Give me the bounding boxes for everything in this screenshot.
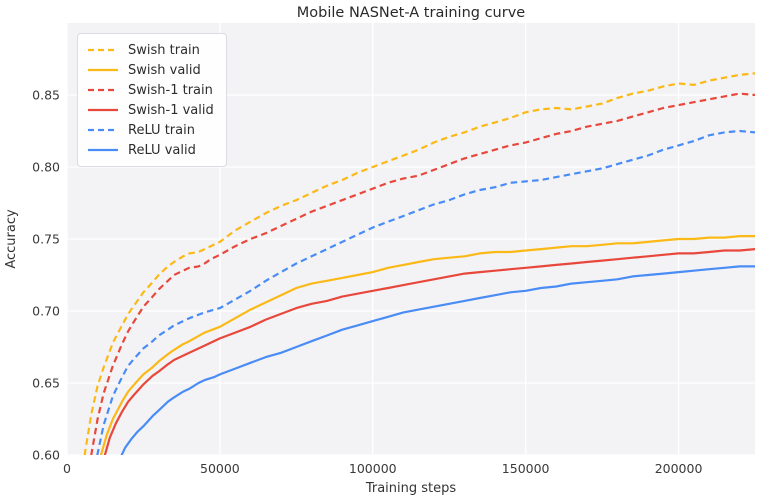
legend-label: Swish train <box>128 42 200 58</box>
series-lines <box>83 72 755 455</box>
y-tick-label: 0.85 <box>32 88 60 103</box>
series-line-swish-1-valid <box>103 248 755 455</box>
y-tick-label: 0.70 <box>32 304 60 319</box>
legend-line-swatch <box>88 88 118 92</box>
y-tick-labels: 0.60 0.65 0.70 0.75 0.80 0.85 <box>32 88 60 463</box>
series-line-swish-train <box>83 72 755 455</box>
legend-line-swatch <box>88 148 118 152</box>
x-tick-label: 200000 <box>655 461 703 476</box>
legend-item-swish-valid: Swish valid <box>78 60 226 80</box>
x-tick-labels: 0 50000 100000 150000 200000 <box>63 461 702 476</box>
series-line-relu-valid <box>120 265 755 455</box>
legend-line-swatch <box>88 68 118 72</box>
legend-line-swatch <box>88 108 118 112</box>
chart-title: Mobile NASNet-A training curve <box>297 5 526 21</box>
legend-item-relu-train: ReLU train <box>78 120 226 140</box>
series-line-swish-1-train <box>90 92 755 455</box>
x-tick-label: 150000 <box>502 461 550 476</box>
y-tick-label: 0.60 <box>32 448 60 463</box>
legend-label: ReLU train <box>128 122 195 138</box>
x-tick-label: 100000 <box>349 461 397 476</box>
y-tick-label: 0.75 <box>32 232 60 247</box>
x-tick-label: 50000 <box>200 461 240 476</box>
y-tick-label: 0.65 <box>32 376 60 391</box>
legend-label: ReLU valid <box>128 142 196 158</box>
y-axis-label: Accuracy <box>4 209 19 269</box>
y-tick-label: 0.80 <box>32 160 60 175</box>
legend-item-relu-valid: ReLU valid <box>78 140 226 160</box>
x-tick-label: 0 <box>63 461 71 476</box>
legend-item-swish-1-train: Swish-1 train <box>78 80 226 100</box>
legend-label: Swish-1 valid <box>128 102 214 118</box>
legend-line-swatch <box>88 48 118 52</box>
legend-line-swatch <box>88 128 118 132</box>
legend-item-swish-train: Swish train <box>78 40 226 60</box>
legend: Swish train Swish valid Swish-1 train Swish… <box>77 33 227 167</box>
legend-label: Swish valid <box>128 62 201 78</box>
series-line-relu-train <box>96 129 755 455</box>
x-axis-label: Training steps <box>365 481 457 496</box>
legend-item-swish-1-valid: Swish-1 valid <box>78 100 226 120</box>
series-line-swish-valid <box>99 235 755 455</box>
gridlines <box>66 23 755 456</box>
legend-label: Swish-1 train <box>128 82 213 98</box>
